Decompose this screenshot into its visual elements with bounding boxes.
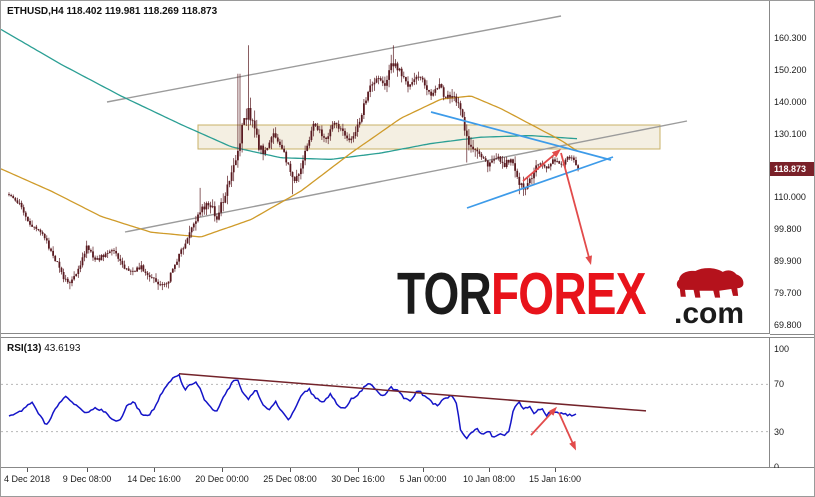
time-axis-tick — [555, 468, 556, 472]
chart-title-text: ETHUSD,H4 118.402 119.981 118.269 118.87… — [7, 6, 218, 17]
time-axis-label: 5 Jan 00:00 — [399, 474, 447, 484]
rsi-line — [8, 373, 577, 440]
price-chart-panel[interactable]: TORFOREX .com ETHUSD,H4 118.402 119.981 … — [1, 1, 770, 334]
wedge-lower-line[interactable] — [466, 156, 614, 209]
price-axis-label: 110.000 — [774, 192, 806, 202]
channel-upper-line[interactable] — [106, 15, 562, 103]
current-price-tag: 118.873 — [770, 162, 814, 176]
price-axis-label: 89.900 — [774, 256, 802, 266]
price-axis-label: 99.800 — [774, 224, 802, 234]
rsi-panel[interactable]: RSI(13) 43.6193 — [1, 337, 770, 468]
projection-arrow[interactable] — [558, 412, 576, 448]
price-axis-label: 160.300 — [774, 33, 807, 43]
arrow-head-icon — [585, 255, 592, 265]
watermark-com: .com — [673, 297, 745, 330]
rsi-title: RSI(13) 43.6193 — [7, 343, 80, 354]
time-axis-label: 10 Jan 08:00 — [462, 474, 516, 484]
ma-fast-line — [1, 28, 578, 160]
current-price-value: 118.873 — [774, 164, 807, 174]
rsi-axis-label: 0 — [774, 462, 780, 472]
time-axis-tick — [87, 468, 88, 472]
watermark-right-block: .com — [661, 265, 757, 329]
time-axis-tick — [27, 468, 28, 472]
wedge-upper-line[interactable] — [430, 111, 612, 161]
bear-icon — [676, 268, 744, 298]
time-axis-label: 25 Dec 08:00 — [263, 474, 317, 484]
rsi-axis[interactable]: 100 70 30 0 — [770, 337, 814, 472]
watermark-forex: FOREX — [490, 261, 646, 327]
rsi-value: 43.6193 — [44, 343, 81, 354]
watermark-text: TORFOREX — [397, 265, 646, 324]
chart-title: ETHUSD,H4 118.402 119.981 118.269 118.87… — [7, 6, 217, 17]
price-chart-canvas[interactable] — [1, 1, 770, 334]
price-axis-label: 69.800 — [774, 320, 802, 330]
time-axis-label: 9 Dec 08:00 — [62, 474, 112, 484]
time-axis-tick — [222, 468, 223, 472]
price-axis-label: 130.100 — [774, 129, 807, 139]
time-axis-label: 30 Dec 16:00 — [331, 474, 385, 484]
rsi-axis-label: 100 — [774, 344, 790, 354]
time-axis-label: 14 Dec 16:00 — [127, 474, 181, 484]
projection-arrow[interactable] — [530, 409, 555, 436]
ma-slow-line — [1, 95, 578, 238]
arrow-head-icon — [551, 149, 561, 158]
rsi-trendline[interactable] — [178, 373, 647, 412]
rsi-canvas[interactable] — [1, 338, 770, 468]
time-axis-label: 4 Dec 2018 — [3, 474, 51, 484]
resistance-zone[interactable] — [197, 124, 661, 150]
time-axis[interactable]: 4 Dec 2018 9 Dec 08:00 14 Dec 16:00 20 Dec … — [1, 468, 814, 496]
price-axis[interactable]: 118.873 160.300 150.200 140.000 130.100 110.… — [770, 1, 814, 335]
candlesticks — [8, 45, 579, 291]
time-axis-tick — [290, 468, 291, 472]
time-axis-tick — [358, 468, 359, 472]
rsi-axis-label: 30 — [774, 426, 785, 437]
rsi-axis-label: 70 — [774, 379, 785, 390]
time-axis-tick — [154, 468, 155, 472]
time-axis-tick — [489, 468, 490, 472]
time-axis-label: 15 Jan 16:00 — [528, 474, 582, 484]
arrow-head-icon — [569, 440, 576, 451]
rsi-label: RSI(13) — [7, 343, 42, 354]
time-axis-tick — [423, 468, 424, 472]
watermark-logo: TORFOREX .com — [397, 265, 769, 333]
time-axis-label: 20 Dec 00:00 — [195, 474, 249, 484]
projection-arrow[interactable] — [522, 150, 559, 182]
watermark-tor: TOR — [397, 261, 492, 327]
arrow-head-icon — [548, 406, 557, 416]
projection-arrow[interactable] — [560, 152, 591, 262]
price-axis-label: 150.200 — [774, 65, 807, 75]
price-axis-label: 140.000 — [774, 97, 807, 107]
price-axis-label: 79.700 — [774, 288, 802, 298]
